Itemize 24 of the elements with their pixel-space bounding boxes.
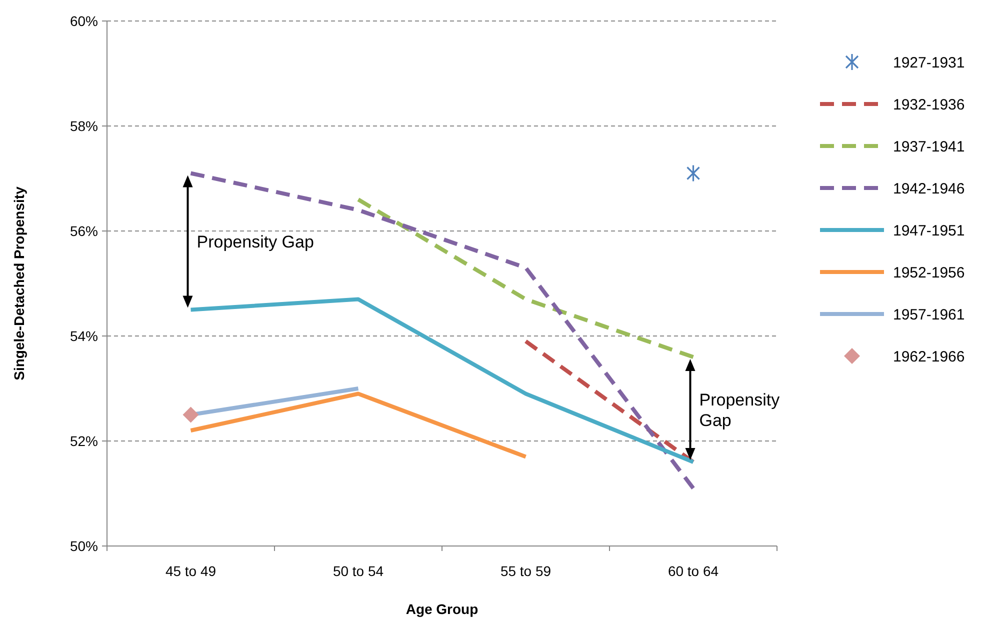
legend-label: 1937-1941 <box>893 138 965 156</box>
legend-label: 1957-1961 <box>893 306 965 324</box>
y-tick-label: 60% <box>70 12 98 29</box>
legend-label: 1932-1936 <box>893 96 965 114</box>
x-tick-label: 60 to 64 <box>668 563 719 579</box>
y-tick-label: 58% <box>70 118 98 134</box>
x-tick-label: 45 to 49 <box>165 563 216 579</box>
y-tick-label: 54% <box>70 328 98 344</box>
x-tick-label: 55 to 59 <box>500 563 552 579</box>
y-tick-label: 52% <box>70 432 98 449</box>
legend-label: 1952-1956 <box>893 264 965 282</box>
legend-label: 1942-1946 <box>893 180 965 198</box>
y-tick-label: 50% <box>70 538 98 554</box>
line-series <box>188 171 696 490</box>
legend-label: 1927-1931 <box>893 54 965 72</box>
x-tick-label: 50 to 54 <box>332 563 384 579</box>
y-axis-title: Singele-Detached Propensity <box>11 186 27 380</box>
annotation: Propensity Gap <box>699 390 780 430</box>
legend-label: 1947-1951 <box>893 222 965 240</box>
legend-label: 1962-1966 <box>893 348 965 366</box>
x-axis-title: Age Group <box>406 601 478 617</box>
y-tick-label: 56% <box>70 222 98 239</box>
annotation: Propensity Gap <box>196 232 314 252</box>
line-series <box>188 297 696 464</box>
